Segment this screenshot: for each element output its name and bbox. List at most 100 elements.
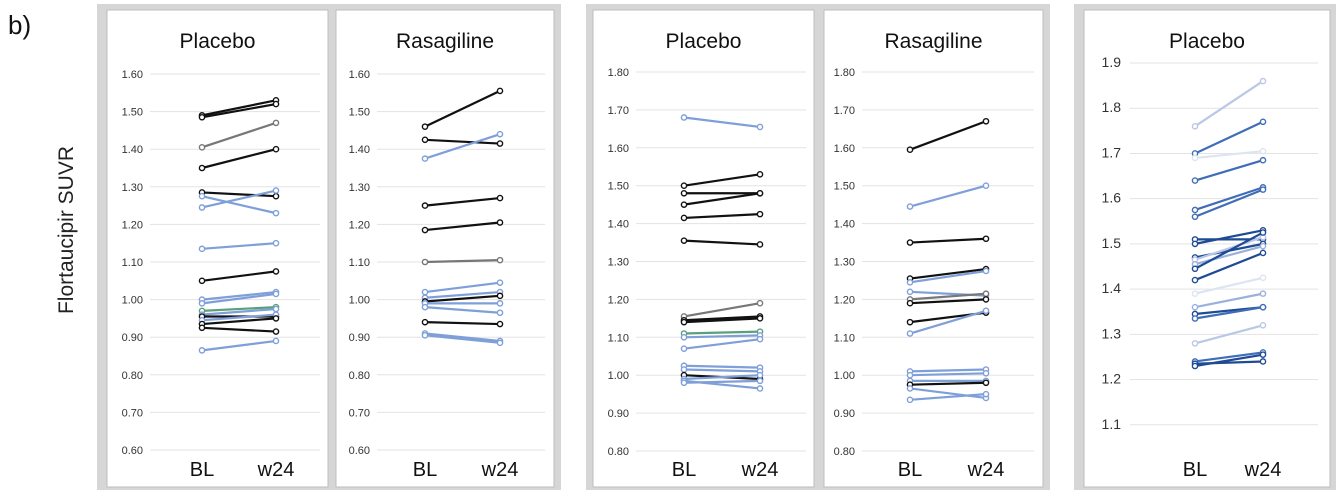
data-point xyxy=(1259,249,1267,257)
chart-title: Placebo xyxy=(666,30,742,53)
series-segment xyxy=(682,364,762,369)
data-point xyxy=(496,194,504,202)
data-point xyxy=(982,117,990,125)
y-tick-label: 1.70 xyxy=(834,105,855,117)
data-point xyxy=(496,140,504,147)
data-point xyxy=(198,300,206,307)
y-tick-label: 1.5 xyxy=(1102,235,1122,251)
data-point xyxy=(272,268,280,275)
chart-title: Rasagiline xyxy=(884,30,982,53)
series-segment xyxy=(908,267,988,280)
y-tick-label: 1.00 xyxy=(122,295,143,307)
data-point xyxy=(1259,274,1267,282)
data-point xyxy=(756,123,764,131)
panel-background xyxy=(1083,9,1331,488)
data-point xyxy=(272,100,280,108)
data-point xyxy=(272,305,280,313)
data-point xyxy=(906,330,914,337)
series-segment xyxy=(682,116,762,129)
data-point xyxy=(1259,156,1267,164)
series-line xyxy=(680,210,764,222)
data-point xyxy=(421,123,429,130)
series-segment xyxy=(1193,188,1265,218)
data-point xyxy=(1259,118,1267,126)
data-point xyxy=(680,345,688,352)
chart-panel-1: Placebo 0.60 0.70 0.80 0.90 1.00 1.10 1.20 1.30 1… xyxy=(106,9,329,488)
series-line xyxy=(198,337,280,354)
series-line xyxy=(1191,156,1267,184)
data-point xyxy=(198,192,206,200)
data-point xyxy=(198,164,206,172)
series-segment xyxy=(908,184,988,208)
x-category-label: w24 xyxy=(257,459,295,481)
y-tick-label: 1.10 xyxy=(349,257,370,269)
data-point xyxy=(1259,77,1267,85)
series-line xyxy=(906,117,990,153)
y-tick-label: 1.50 xyxy=(349,107,370,119)
x-category-label: BL xyxy=(898,459,922,481)
y-tick-label: 1.60 xyxy=(349,69,370,81)
data-point xyxy=(756,385,764,392)
y-tick-label: 0.70 xyxy=(349,407,370,419)
data-point xyxy=(906,385,914,392)
data-point xyxy=(756,315,764,322)
series-line xyxy=(680,171,764,189)
series-line xyxy=(198,119,280,151)
data-point xyxy=(906,318,914,326)
series-segment xyxy=(200,189,278,209)
x-category-label: BL xyxy=(190,459,214,481)
data-point xyxy=(272,145,280,153)
data-point xyxy=(1259,358,1267,365)
data-point xyxy=(421,258,429,266)
y-tick-label: 0.90 xyxy=(122,332,143,344)
series-line xyxy=(1191,290,1267,311)
y-tick-label: 0.80 xyxy=(608,446,629,458)
data-point xyxy=(198,204,206,211)
series-segment xyxy=(423,196,502,207)
data-point xyxy=(496,320,504,328)
data-point xyxy=(756,210,764,218)
data-point xyxy=(421,288,429,296)
series-line xyxy=(906,307,990,337)
data-point xyxy=(680,201,688,208)
chart-panel-2: Rasagiline 0.60 0.70 0.80 0.90 1.00 1.10 1.20 1.… xyxy=(335,9,555,488)
chart-panel-5: Placebo 1.1 1.2 1.3 1.4 1.5 1.6 1.7 1.8 1.9 BL w24 xyxy=(1083,9,1331,488)
panel-background xyxy=(592,9,815,488)
data-point xyxy=(680,333,688,341)
series-line xyxy=(1191,351,1267,370)
y-tick-label: 0.80 xyxy=(349,370,370,382)
data-point xyxy=(272,192,280,200)
y-tick-label: 0.90 xyxy=(608,408,629,420)
series-segment xyxy=(908,381,988,386)
series-segment xyxy=(682,213,762,220)
series-line xyxy=(1191,249,1267,284)
series-segment xyxy=(908,292,988,301)
y-tick-label: 1.70 xyxy=(608,105,629,117)
y-tick-label: 1.40 xyxy=(122,144,143,156)
series-segment xyxy=(1193,245,1265,266)
series-segment xyxy=(200,195,278,215)
series-line xyxy=(1191,184,1267,214)
data-point xyxy=(1259,242,1267,250)
x-category-label: w24 xyxy=(967,459,1005,481)
chart-title: Rasagiline xyxy=(396,30,494,53)
series-segment xyxy=(423,133,502,160)
y-tick-label: 1.60 xyxy=(122,69,143,81)
data-point xyxy=(421,155,429,162)
series-segment xyxy=(200,102,278,119)
y-tick-label: 1.6 xyxy=(1102,190,1122,206)
series-segment xyxy=(423,290,502,299)
data-point xyxy=(272,209,280,217)
series-line xyxy=(198,290,280,307)
series-line xyxy=(680,237,764,248)
data-point xyxy=(272,337,280,345)
data-point xyxy=(198,144,206,151)
data-point xyxy=(1191,290,1199,297)
series-segment xyxy=(200,121,278,149)
series-segment xyxy=(908,393,988,401)
data-point xyxy=(496,300,504,307)
series-line xyxy=(198,145,280,172)
y-tick-label: 0.60 xyxy=(349,445,370,457)
series-segment xyxy=(423,332,502,343)
series-segment xyxy=(423,89,502,128)
